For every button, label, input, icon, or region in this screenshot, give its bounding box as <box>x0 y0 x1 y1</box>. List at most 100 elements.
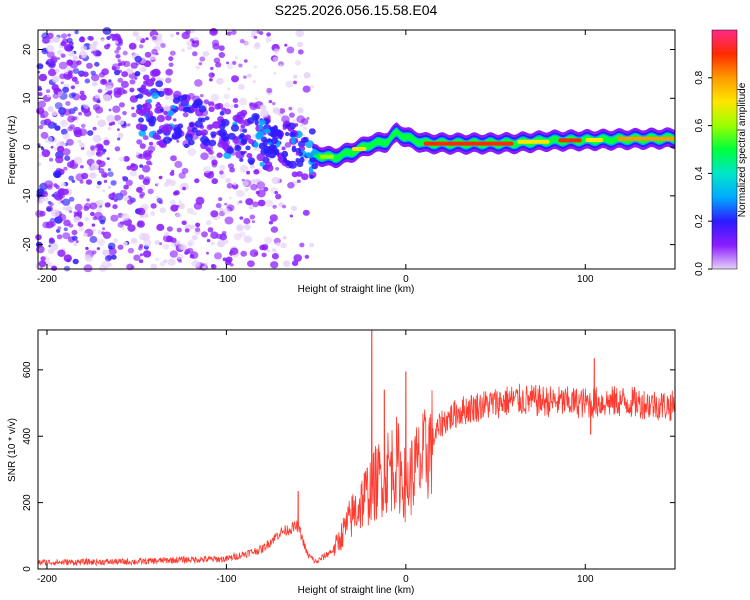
spectrogram-noise-blob <box>230 263 234 267</box>
spectrogram-band-blob <box>246 152 253 159</box>
spectrogram-band-blob <box>167 110 175 117</box>
spectrogram-noise-blob <box>182 112 189 118</box>
spectrogram-noise-blob <box>299 242 305 248</box>
spectrogram-noise-blob <box>186 207 195 215</box>
spectrogram-noise-blob <box>92 49 101 57</box>
spectrogram-noise-blob <box>164 88 172 96</box>
spectrogram-band-blob <box>176 128 183 135</box>
spectrogram-noise-blob <box>71 159 75 163</box>
spectrogram-noise-blob <box>71 229 78 236</box>
spectrogram-noise-blob <box>169 199 176 205</box>
spectrogram-noise-blob <box>57 249 66 257</box>
spectrogram-noise-blob <box>111 192 116 196</box>
spectrogram-noise-blob <box>297 107 304 114</box>
spectrogram-noise-blob <box>222 257 227 262</box>
spectrogram-noise-blob <box>113 90 122 98</box>
spectrogram-noise-blob <box>279 64 283 67</box>
spectrogram-noise-blob <box>236 189 245 198</box>
spectrogram-noise-blob <box>215 203 222 209</box>
spectrogram-noise-blob <box>38 85 42 89</box>
spectrogram-noise-blob <box>131 106 135 110</box>
spectrogram-noise-blob <box>102 189 106 193</box>
snr-frame <box>37 329 676 570</box>
spectrogram-band-blob <box>200 129 208 136</box>
spectrogram-noise-blob <box>245 198 254 206</box>
spectrogram-band-blob <box>206 147 211 152</box>
spectrogram-noise-blob <box>158 200 163 205</box>
spectrogram-noise-blob <box>84 78 91 84</box>
spectrogram-noise-blob <box>58 192 65 199</box>
spectrogram-band-blob <box>197 117 203 122</box>
spectrogram-noise-blob <box>75 173 85 182</box>
spectrogram-noise-blob <box>280 242 287 249</box>
spectrogram-noise-blob <box>238 63 243 68</box>
spectrogram-band-blob <box>194 120 203 128</box>
spectrogram-noise-blob <box>117 62 123 66</box>
spectrogram-noise-blob <box>102 249 110 256</box>
spectrogram-noise-blob <box>99 264 108 272</box>
spectrogram-noise-blob <box>293 80 297 85</box>
spectrogram-noise-blob <box>121 71 129 78</box>
spectrogram-noise-blob <box>234 56 239 60</box>
spectrogram-noise-blob <box>266 87 273 94</box>
spectrogram-noise-blob <box>62 232 71 240</box>
spectrogram-noise-blob <box>129 79 136 85</box>
spectrogram-noise-blob <box>62 198 71 206</box>
spectrogram-noise-blob <box>229 105 234 109</box>
spectrogram-noise-blob <box>55 228 61 233</box>
spectrogram-noise-blob <box>129 169 137 177</box>
spectrogram-noise-blob <box>136 151 140 156</box>
spectrogram-noise-blob <box>94 61 100 67</box>
spectrogram-noise-blob <box>230 247 239 255</box>
spectrogram-noise-blob <box>123 156 130 162</box>
spectrogram-noise-blob <box>178 203 186 210</box>
spectrogram-noise-blob <box>278 108 286 114</box>
spectrogram-noise-blob <box>129 87 135 93</box>
colorbar-tick-label: 0.0 <box>694 262 705 276</box>
spectrogram-noise-blob <box>127 199 134 205</box>
spectrogram-noise-blob <box>67 115 76 123</box>
spectrogram-noise-blob <box>309 242 314 248</box>
spectrogram-noise-blob <box>41 149 51 158</box>
spectrogram-noise-blob <box>73 242 78 247</box>
spectrogram-noise-blob <box>50 145 54 149</box>
spectrogram-noise-blob <box>182 186 187 191</box>
spectrogram-noise-blob <box>122 176 126 180</box>
spectrogram-noise-blob <box>218 45 225 51</box>
spectrogram-noise-blob <box>80 45 87 52</box>
spectrogram-noise-blob <box>217 240 226 248</box>
spectrogram-noise-blob <box>181 220 187 226</box>
spectrogram-noise-blob <box>225 178 232 184</box>
spectrogram-band-blob <box>296 171 303 177</box>
spectrogram-noise-blob <box>281 115 290 123</box>
spectrogram-band-blob <box>219 111 225 116</box>
spectrogram-noise-blob <box>60 128 68 135</box>
spectrogram-noise-blob <box>49 221 56 227</box>
spectrogram-noise-blob <box>257 199 266 207</box>
spectrogram-band-blob <box>281 146 286 151</box>
spectrogram-noise-blob <box>67 33 71 37</box>
snr-panel: -200 -100 0 100 0 200 400 600 Height of straigh… <box>7 329 676 596</box>
spectrogram-noise-blob <box>117 244 124 250</box>
spectrogram-noise-blob <box>112 204 118 210</box>
spectrogram-noise-blob <box>79 94 87 101</box>
spectrogram-noise-blob <box>115 54 121 59</box>
spectrogram-noise-blob <box>35 245 45 254</box>
spectrogram-noise-blob <box>293 74 298 79</box>
spectrogram-noise-blob <box>90 146 96 151</box>
spectrogram-noise-blob <box>302 133 306 137</box>
spectrogram-noise-blob <box>156 223 165 231</box>
spectrogram-noise-blob <box>138 221 143 226</box>
spectrogram-noise-blob <box>159 207 166 214</box>
spectrogram-transition-blob <box>253 141 259 148</box>
spectrogram-noise-blob <box>210 66 214 71</box>
spectrogram-noise-blob <box>158 175 163 180</box>
spectrogram-noise-blob <box>97 229 103 235</box>
spectrogram-noise-blob <box>210 28 218 35</box>
spectrogram-transition-blob <box>271 144 277 153</box>
spectrogram-noise-blob <box>248 204 254 210</box>
spectrogram-noise-blob <box>178 172 186 179</box>
spectrogram-noise-blob <box>78 55 82 58</box>
spectrogram-noise-blob <box>72 258 79 265</box>
spectrogram-noise-blob <box>302 85 311 93</box>
